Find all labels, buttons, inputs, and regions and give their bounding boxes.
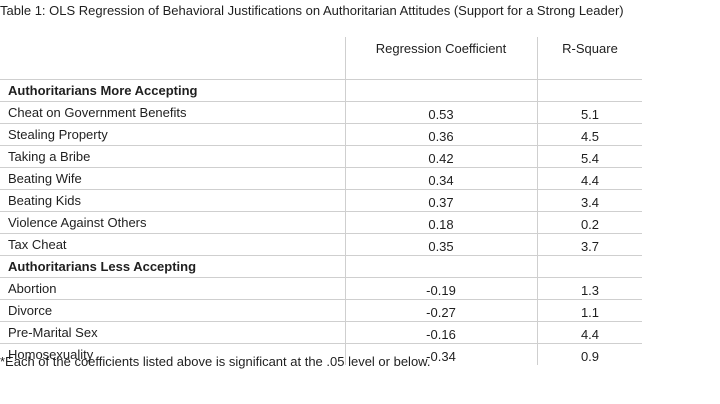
row-label: Beating Kids xyxy=(8,193,81,208)
r-square-cell: 5.4 xyxy=(580,151,600,166)
row-label: Beating Wife xyxy=(8,171,82,186)
section-heading-row: Authoritarians More Accepting xyxy=(0,80,642,102)
table-row: Cheat on Government Benefits 0.53 5.1 xyxy=(0,102,642,124)
r-square-cell: 0.9 xyxy=(580,349,600,364)
r-square-cell: 1.3 xyxy=(580,283,600,298)
table-row: Stealing Property 0.36 4.5 xyxy=(0,124,642,146)
table-row: Homosexuality -0.34 0.9 xyxy=(0,344,642,365)
section-heading: Authoritarians More Accepting xyxy=(8,83,198,98)
coefficient-cell: 0.35 xyxy=(428,239,454,254)
row-label: Pre-Marital Sex xyxy=(8,325,98,340)
table-header: Regression Coefficient R-Square xyxy=(0,37,642,80)
table-row: Divorce -0.27 1.1 xyxy=(0,300,642,322)
table-row: Pre-Marital Sex -0.16 4.4 xyxy=(0,322,642,344)
coefficient-cell: -0.16 xyxy=(426,327,456,342)
r-square-cell: 0.2 xyxy=(580,217,600,232)
table-row: Beating Wife 0.34 4.4 xyxy=(0,168,642,190)
row-label: Taking a Bribe xyxy=(8,149,91,164)
footnote: *Each of the coefficients listed above i… xyxy=(0,354,431,369)
coefficient-cell: 0.18 xyxy=(428,217,454,232)
row-label: Homosexuality xyxy=(8,347,94,362)
row-label: Abortion xyxy=(8,281,57,296)
column-divider xyxy=(345,37,346,365)
section-heading-row: Authoritarians Less Accepting xyxy=(0,256,642,278)
table-title: Table 1: OLS Regression of Behavioral Ju… xyxy=(0,3,624,18)
section-heading: Authoritarians Less Accepting xyxy=(8,259,197,274)
row-label: Divorce xyxy=(8,303,53,318)
table-row: Beating Kids 0.37 3.4 xyxy=(0,190,642,212)
coefficient-cell: 0.34 xyxy=(428,173,454,188)
table-row: Tax Cheat 0.35 3.7 xyxy=(0,234,642,256)
row-label: Violence Against Others xyxy=(8,215,147,230)
header-r-square: R-Square xyxy=(562,41,618,56)
r-square-cell: 4.5 xyxy=(580,129,600,144)
r-square-cell: 4.4 xyxy=(580,173,600,188)
column-divider xyxy=(537,37,538,365)
coefficient-cell: 0.42 xyxy=(428,151,454,166)
row-label: Tax Cheat xyxy=(8,237,67,252)
regression-table: Regression Coefficient R-Square Authorit… xyxy=(0,37,642,365)
table-row: Abortion -0.19 1.3 xyxy=(0,278,642,300)
row-label: Stealing Property xyxy=(8,127,108,142)
coefficient-cell: -0.34 xyxy=(426,349,456,364)
header-regression-coefficient: Regression Coefficient xyxy=(375,41,507,56)
coefficient-cell: -0.27 xyxy=(426,305,456,320)
coefficient-cell: -0.19 xyxy=(426,283,456,298)
table-row: Taking a Bribe 0.42 5.4 xyxy=(0,146,642,168)
r-square-cell: 5.1 xyxy=(580,107,600,122)
table-body: Authoritarians More Accepting Cheat on Go… xyxy=(0,80,642,365)
coefficient-cell: 0.37 xyxy=(428,195,454,210)
r-square-cell: 1.1 xyxy=(580,305,600,320)
row-label: Cheat on Government Benefits xyxy=(8,105,187,120)
r-square-cell: 4.4 xyxy=(580,327,600,342)
r-square-cell: 3.7 xyxy=(580,239,600,254)
r-square-cell: 3.4 xyxy=(580,195,600,210)
table-row: Violence Against Others 0.18 0.2 xyxy=(0,212,642,234)
coefficient-cell: 0.36 xyxy=(428,129,454,144)
coefficient-cell: 0.53 xyxy=(428,107,454,122)
